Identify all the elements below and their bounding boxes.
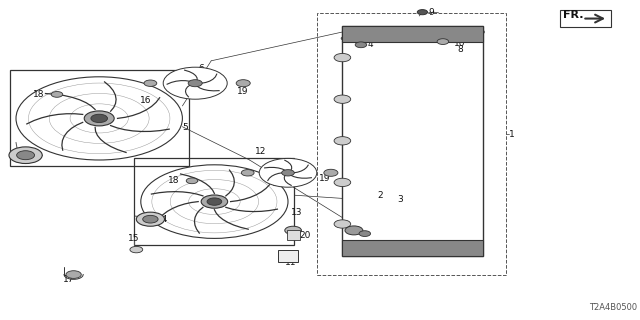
Circle shape — [334, 137, 351, 145]
Circle shape — [144, 80, 157, 86]
Text: 16: 16 — [272, 180, 284, 188]
Text: 16: 16 — [140, 96, 151, 105]
Circle shape — [9, 147, 42, 164]
Text: 2: 2 — [377, 191, 383, 200]
Text: FR.: FR. — [563, 10, 583, 20]
Circle shape — [334, 178, 351, 187]
Text: 8: 8 — [458, 45, 463, 54]
Text: T2A4B0500: T2A4B0500 — [589, 303, 637, 312]
Circle shape — [51, 92, 63, 97]
Text: 3: 3 — [397, 196, 403, 204]
Circle shape — [285, 226, 301, 235]
Circle shape — [16, 77, 182, 160]
Circle shape — [143, 215, 158, 223]
Circle shape — [188, 80, 202, 87]
Text: 5: 5 — [182, 124, 188, 132]
Circle shape — [241, 170, 254, 176]
Text: 18: 18 — [168, 176, 179, 185]
Circle shape — [163, 67, 227, 99]
Text: 19: 19 — [237, 87, 248, 96]
Circle shape — [259, 158, 317, 187]
Bar — [342, 26, 483, 42]
Text: 1: 1 — [509, 130, 515, 139]
Bar — [287, 230, 300, 240]
Circle shape — [437, 39, 449, 44]
Circle shape — [207, 198, 222, 205]
Circle shape — [334, 95, 351, 103]
Circle shape — [130, 246, 143, 253]
Text: 10: 10 — [454, 39, 466, 48]
Circle shape — [136, 212, 164, 226]
Bar — [342, 26, 483, 256]
Text: 4: 4 — [368, 40, 374, 49]
Text: 13: 13 — [291, 208, 303, 217]
Text: 9: 9 — [429, 8, 435, 17]
Bar — [278, 250, 298, 262]
Text: 18: 18 — [33, 90, 44, 99]
Text: 19: 19 — [319, 174, 330, 183]
Bar — [10, 70, 189, 166]
Text: 7: 7 — [22, 151, 28, 160]
Bar — [560, 10, 611, 27]
Circle shape — [186, 178, 198, 184]
Circle shape — [66, 271, 81, 278]
Circle shape — [17, 151, 35, 160]
Circle shape — [141, 165, 288, 238]
Text: 6: 6 — [198, 64, 204, 73]
Circle shape — [282, 170, 294, 176]
Circle shape — [334, 53, 351, 62]
Circle shape — [91, 114, 108, 123]
Circle shape — [236, 80, 250, 87]
Circle shape — [324, 169, 338, 176]
Text: 15: 15 — [128, 234, 140, 243]
Bar — [342, 240, 483, 256]
Text: 20: 20 — [300, 231, 311, 240]
Bar — [317, 13, 506, 275]
Circle shape — [417, 10, 428, 15]
Circle shape — [334, 220, 351, 228]
Text: 14: 14 — [157, 215, 168, 224]
Circle shape — [359, 231, 371, 236]
Text: 17: 17 — [63, 276, 74, 284]
Circle shape — [355, 42, 367, 48]
Text: 11: 11 — [285, 258, 297, 267]
Circle shape — [345, 226, 363, 235]
Circle shape — [84, 111, 114, 126]
Circle shape — [201, 195, 228, 208]
Bar — [134, 158, 294, 245]
Text: 12: 12 — [255, 148, 266, 156]
